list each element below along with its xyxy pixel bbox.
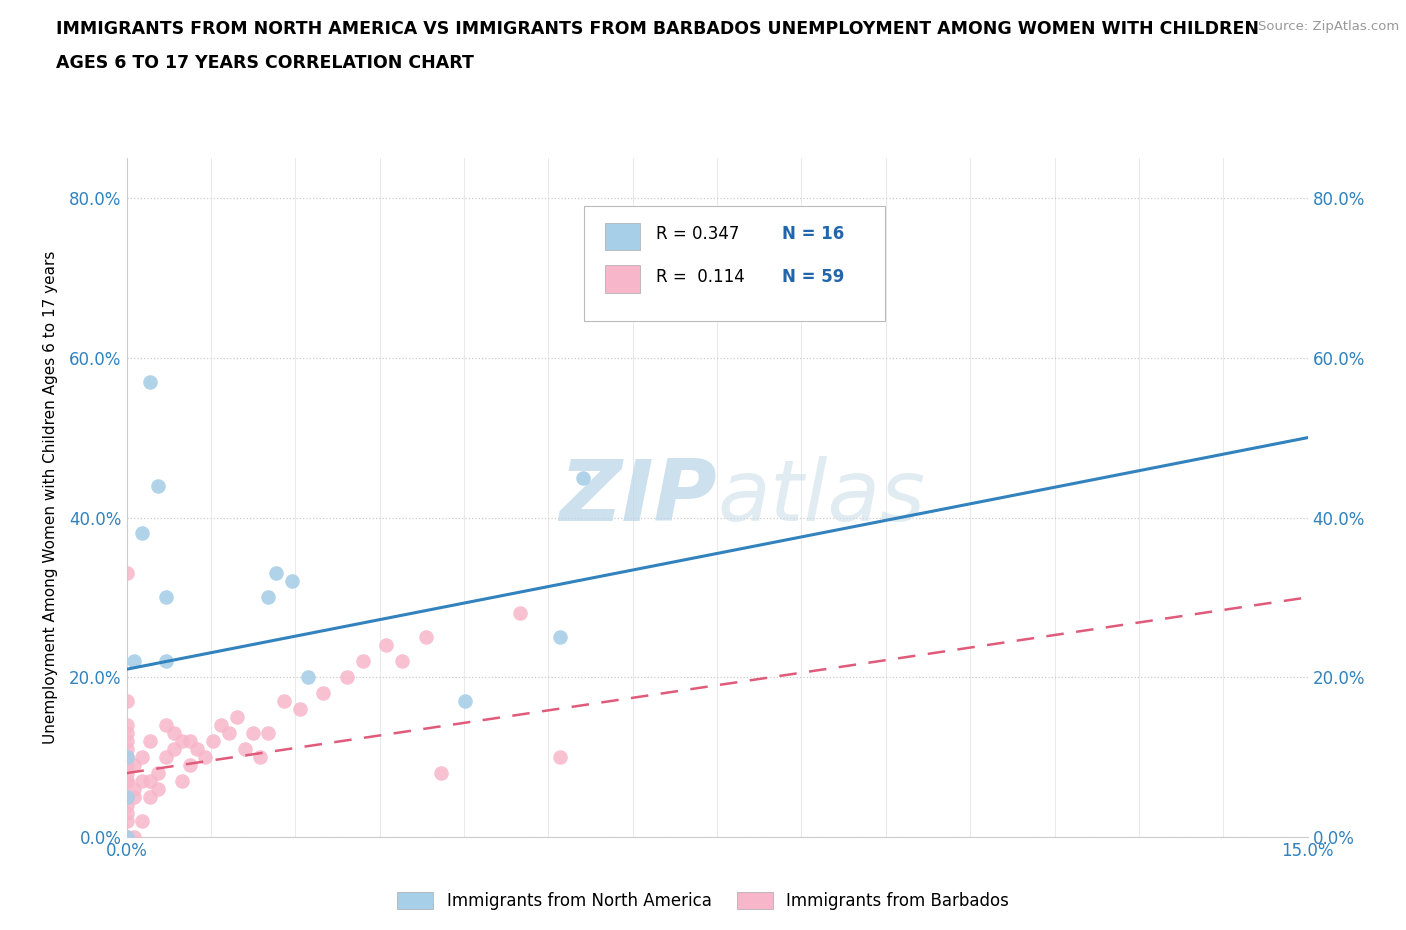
Point (242, 725, 264, 740)
Point (115, 750, 138, 764)
Point (264, 566, 287, 581)
Point (124, 781, 146, 796)
Point (115, 758, 138, 773)
Point (288, 702, 311, 717)
Point (170, 774, 193, 789)
Point (391, 654, 413, 669)
Point (163, 742, 186, 757)
Point (352, 654, 374, 669)
Point (179, 758, 201, 773)
Point (146, 781, 169, 796)
Point (163, 725, 186, 740)
Point (415, 630, 437, 644)
Point (115, 830, 138, 844)
Text: R =  0.114: R = 0.114 (655, 268, 744, 286)
Point (273, 694, 295, 709)
Text: IMMIGRANTS FROM NORTH AMERICA VS IMMIGRANTS FROM BARBADOS UNEMPLOYMENT AMONG WOM: IMMIGRANTS FROM NORTH AMERICA VS IMMIGRA… (56, 20, 1260, 38)
Point (115, 790, 138, 804)
Point (115, 830, 138, 844)
Point (115, 798, 138, 813)
Point (336, 670, 359, 684)
Point (115, 734, 138, 749)
Point (281, 574, 304, 589)
Point (146, 765, 169, 780)
Point (509, 606, 531, 621)
Point (249, 750, 271, 764)
Point (124, 790, 146, 804)
Point (115, 774, 138, 789)
Point (139, 374, 162, 389)
Point (115, 765, 138, 780)
Y-axis label: Unemployment Among Women with Children Ages 6 to 17 years: Unemployment Among Women with Children A… (44, 251, 58, 744)
Point (115, 694, 138, 709)
Point (115, 790, 138, 804)
Point (155, 590, 177, 604)
Point (139, 774, 162, 789)
Text: N = 16: N = 16 (782, 225, 844, 243)
Point (115, 830, 138, 844)
Point (131, 526, 153, 541)
Point (131, 774, 153, 789)
Point (124, 758, 146, 773)
Point (115, 830, 138, 844)
Point (115, 805, 138, 820)
Point (115, 718, 138, 733)
Point (124, 830, 146, 844)
Text: Source: ZipAtlas.com: Source: ZipAtlas.com (1258, 20, 1399, 33)
Point (186, 742, 208, 757)
Point (257, 590, 280, 604)
Point (131, 814, 153, 829)
FancyBboxPatch shape (583, 206, 884, 321)
Point (233, 742, 256, 757)
Point (139, 734, 162, 749)
Legend: Immigrants from North America, Immigrants from Barbados: Immigrants from North America, Immigrant… (389, 885, 1017, 917)
Point (312, 685, 335, 700)
Point (454, 694, 477, 709)
Point (115, 814, 138, 829)
Point (202, 734, 225, 749)
Point (179, 734, 201, 749)
Text: atlas: atlas (717, 456, 925, 539)
Point (225, 710, 247, 724)
Point (548, 630, 571, 644)
Point (155, 718, 177, 733)
Point (548, 750, 571, 764)
Point (124, 654, 146, 669)
Point (194, 750, 217, 764)
Point (115, 742, 138, 757)
Point (209, 718, 232, 733)
Point (115, 750, 138, 764)
Point (257, 725, 280, 740)
Bar (605, 222, 640, 250)
Text: R = 0.347: R = 0.347 (655, 225, 740, 243)
Point (155, 654, 177, 669)
Text: AGES 6 TO 17 YEARS CORRELATION CHART: AGES 6 TO 17 YEARS CORRELATION CHART (56, 54, 474, 72)
Point (146, 478, 169, 493)
Point (115, 725, 138, 740)
Point (297, 670, 319, 684)
Text: ZIP: ZIP (560, 456, 717, 539)
Bar (605, 265, 640, 293)
Point (115, 566, 138, 581)
Text: N = 59: N = 59 (782, 268, 845, 286)
Point (375, 638, 398, 653)
Point (430, 765, 453, 780)
Point (115, 774, 138, 789)
Point (218, 725, 240, 740)
Point (131, 750, 153, 764)
Point (170, 734, 193, 749)
Point (155, 750, 177, 764)
Point (572, 471, 595, 485)
Point (139, 790, 162, 804)
